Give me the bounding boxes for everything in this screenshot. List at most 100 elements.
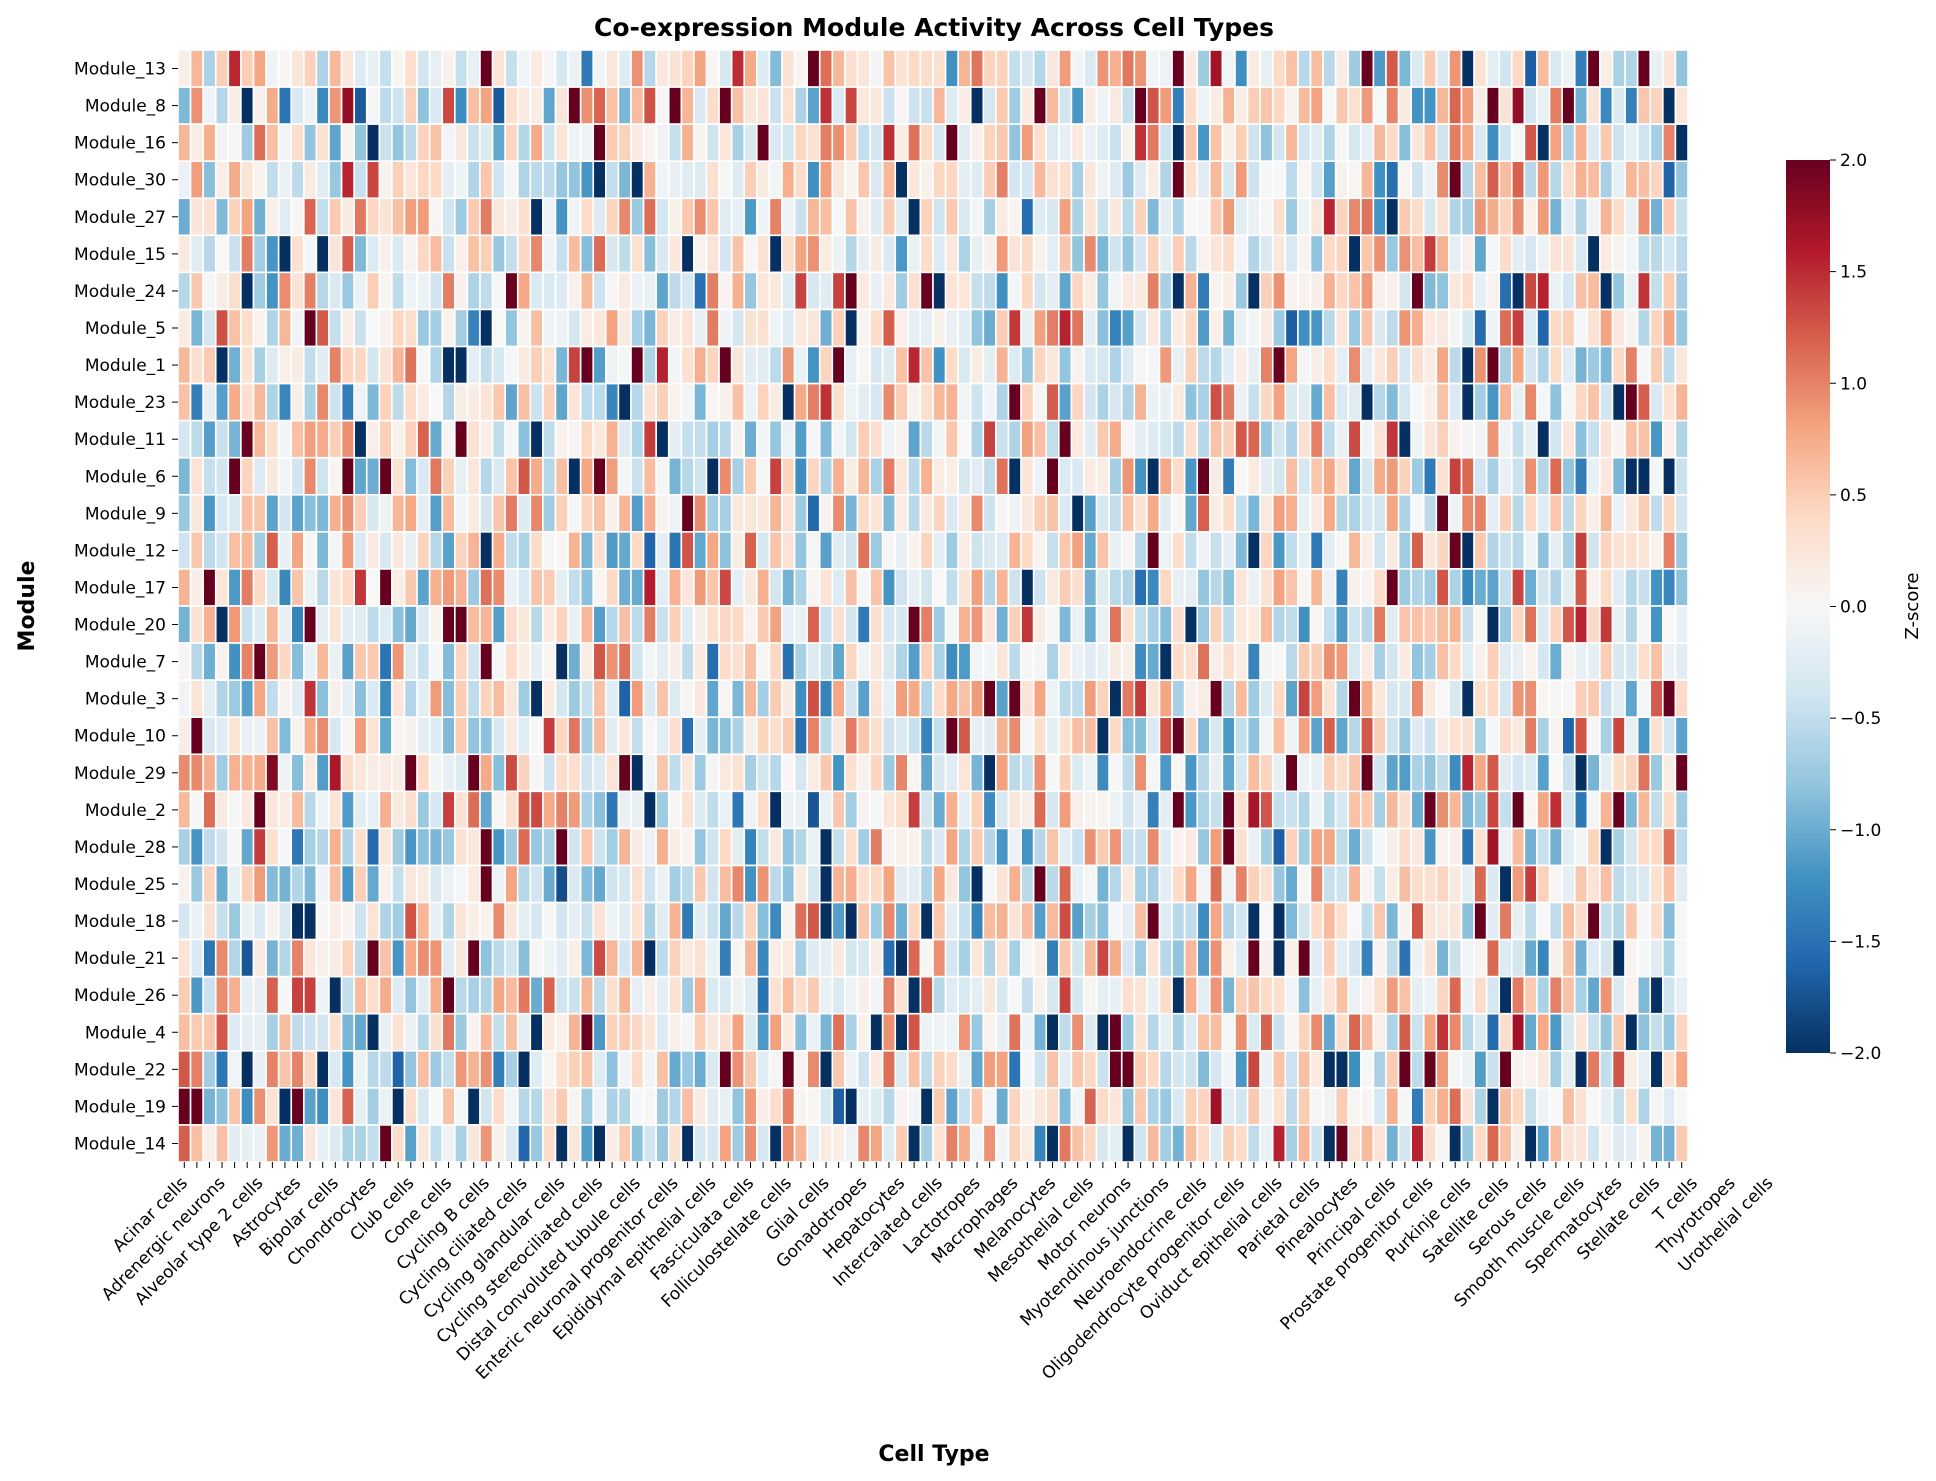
- heatmap-cell: [454, 160, 469, 200]
- heatmap-cell: [919, 197, 934, 237]
- heatmap-cell: [1259, 679, 1274, 719]
- heatmap-cell: [529, 456, 544, 496]
- heatmap-cell: [1536, 568, 1551, 607]
- heatmap-cell: [516, 716, 532, 756]
- heatmap-cell: [642, 1012, 657, 1052]
- heatmap-cell: [1674, 1124, 1689, 1163]
- heatmap-cell: [1372, 716, 1387, 756]
- heatmap-cell: [1158, 938, 1173, 978]
- heatmap-cell: [1007, 753, 1022, 793]
- heatmap-cell: [416, 345, 431, 385]
- heatmap-cell: [1234, 827, 1249, 867]
- heatmap-cell: [1032, 123, 1048, 162]
- heatmap-cell: [869, 1050, 884, 1089]
- heatmap-cell: [630, 901, 645, 941]
- heatmap-cell: [1058, 975, 1073, 1015]
- heatmap-cell: [919, 716, 934, 756]
- heatmap-cell: [693, 160, 708, 200]
- heatmap-cell: [818, 493, 834, 533]
- heatmap-cell: [957, 123, 972, 162]
- heatmap-cell: [277, 123, 293, 162]
- heatmap-cell: [680, 1050, 695, 1089]
- heatmap-cell: [944, 493, 959, 533]
- heatmap-cell: [919, 1124, 934, 1163]
- heatmap-cell: [1473, 308, 1488, 348]
- colorbar-tick-label: −2.0: [1840, 1044, 1881, 1064]
- heatmap-cell: [202, 86, 217, 125]
- heatmap-cell: [1146, 827, 1161, 867]
- heatmap-cell: [1435, 679, 1450, 719]
- heatmap-cell: [718, 864, 733, 904]
- heatmap-cell: [957, 197, 972, 237]
- heatmap-cell: [567, 123, 582, 162]
- heatmap-cell: [1183, 271, 1199, 311]
- heatmap-cell: [1259, 864, 1274, 904]
- heatmap-cell: [1599, 1087, 1614, 1126]
- heatmap-cell: [303, 642, 318, 681]
- heatmap-cell: [1561, 456, 1576, 496]
- heatmap-cell: [743, 790, 758, 830]
- heatmap-cell: [1171, 271, 1186, 311]
- heatmap-cell: [416, 456, 431, 496]
- heatmap-cell: [365, 531, 381, 570]
- heatmap-cell: [416, 605, 431, 644]
- heatmap-cell: [1246, 1012, 1261, 1052]
- heatmap-cell: [718, 716, 733, 756]
- heatmap-cell: [1032, 1124, 1048, 1163]
- heatmap-cell: [1611, 1087, 1626, 1126]
- heatmap-cell: [189, 716, 204, 756]
- heatmap-cell: [1133, 1124, 1148, 1163]
- heatmap-cell: [667, 531, 683, 570]
- heatmap-cell: [944, 790, 959, 830]
- heatmap-cell: [1422, 160, 1438, 200]
- heatmap-cell: [944, 1124, 959, 1163]
- heatmap-cell: [919, 864, 934, 904]
- heatmap-cell: [1422, 419, 1438, 459]
- heatmap-cell: [881, 531, 897, 570]
- heatmap-cell: [969, 123, 985, 162]
- heatmap-cell: [1624, 901, 1639, 941]
- heatmap-cell: [303, 716, 318, 756]
- heatmap-cell: [919, 493, 934, 533]
- heatmap-cell: [1158, 1050, 1173, 1089]
- heatmap-cell: [1334, 345, 1350, 385]
- heatmap-cell: [1536, 1050, 1551, 1089]
- heatmap-cell: [730, 790, 746, 830]
- heatmap-cell: [856, 308, 871, 348]
- heatmap-cell: [1473, 901, 1488, 941]
- heatmap-cell: [491, 49, 506, 88]
- heatmap-cell: [1158, 382, 1173, 422]
- heatmap-cell: [1246, 456, 1261, 496]
- heatmap-cell: [491, 456, 506, 496]
- heatmap-cell: [982, 568, 997, 607]
- heatmap-cell: [1007, 49, 1022, 88]
- heatmap-cell: [667, 901, 683, 941]
- heatmap-cell: [1410, 1012, 1425, 1052]
- heatmap-cell: [1158, 975, 1173, 1015]
- heatmap-cell: [579, 938, 595, 978]
- heatmap-cell: [1410, 864, 1425, 904]
- heatmap-cell: [1674, 308, 1689, 348]
- heatmap-cell: [655, 123, 670, 162]
- heatmap-cell: [177, 642, 192, 681]
- heatmap-cell: [1284, 419, 1299, 459]
- heatmap-cell: [605, 716, 620, 756]
- heatmap-cell: [1259, 1050, 1274, 1089]
- heatmap-cell: [1385, 753, 1400, 793]
- heatmap-cell: [1133, 234, 1148, 274]
- heatmap-cell: [932, 1087, 947, 1126]
- heatmap-cell: [1636, 605, 1652, 644]
- y-tick-label: Module_4: [85, 1023, 166, 1043]
- heatmap-cell: [1120, 790, 1136, 830]
- heatmap-cell: [1322, 271, 1337, 311]
- heatmap-cell: [1246, 901, 1261, 941]
- heatmap-cell: [856, 49, 871, 88]
- heatmap-cell: [1070, 568, 1085, 607]
- heatmap-cell: [303, 605, 318, 644]
- heatmap-cell: [1171, 234, 1186, 274]
- heatmap-cell: [1171, 901, 1186, 941]
- heatmap-cell: [806, 1012, 821, 1052]
- heatmap-cell: [542, 234, 557, 274]
- heatmap-cell: [1460, 1087, 1475, 1126]
